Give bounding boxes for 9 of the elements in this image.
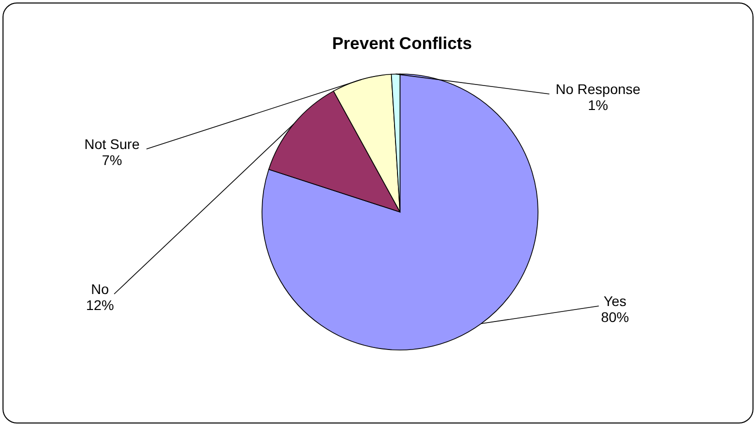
slice-label: Not Sure [84,136,140,152]
chart-title: Prevent Conflicts [332,34,472,53]
data-label: 80% [600,309,630,325]
data-label: 1% [588,97,608,113]
slice-label: No Response [556,81,641,97]
data-label: 7% [102,152,122,168]
slice-label: No [91,281,110,297]
data-label: 12% [86,297,114,313]
slice-label: Yes [604,293,626,309]
